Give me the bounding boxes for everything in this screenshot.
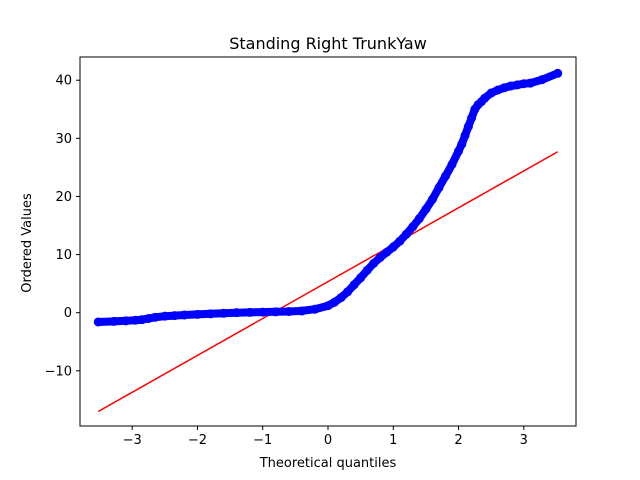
y-tick-label: 20 <box>55 190 72 205</box>
data-point <box>336 293 346 303</box>
data-point <box>480 93 490 103</box>
data-point <box>121 316 131 326</box>
x-tick-label: 1 <box>389 433 397 448</box>
data-point <box>408 222 418 232</box>
fit-line-layer <box>97 151 559 413</box>
data-point <box>284 307 294 317</box>
x-tick-label: −3 <box>123 433 142 448</box>
data-point <box>382 247 392 257</box>
data-point <box>356 273 366 283</box>
data-point <box>160 311 170 321</box>
data-point <box>454 146 464 156</box>
y-tick-label: 0 <box>64 306 72 321</box>
data-point <box>130 315 140 325</box>
data-point <box>232 308 242 318</box>
data-point <box>460 130 470 140</box>
data-point <box>525 78 535 88</box>
data-point <box>440 171 450 181</box>
data-point <box>297 306 307 316</box>
x-tick-label: 3 <box>520 433 528 448</box>
data-point <box>206 309 216 319</box>
y-tick-label: −10 <box>45 364 72 379</box>
y-tick-label: 10 <box>55 248 72 263</box>
x-axis: −3 −2 −1 0 1 2 3 <box>123 426 528 448</box>
data-point <box>192 309 202 319</box>
data-point <box>537 75 547 85</box>
data-point <box>179 310 189 320</box>
data-point <box>427 194 437 204</box>
data-point <box>362 265 372 275</box>
data-point <box>414 214 424 224</box>
y-axis: −10 0 10 20 30 40 <box>45 74 80 379</box>
data-point <box>258 307 268 317</box>
x-tick-label: 2 <box>454 433 462 448</box>
data-point <box>388 242 398 252</box>
data-point <box>467 113 477 123</box>
data-point <box>150 312 160 322</box>
fit-line <box>97 151 559 413</box>
data-point <box>369 258 379 268</box>
data-point <box>447 160 457 170</box>
x-tick-label: −2 <box>188 433 207 448</box>
y-tick-label: 40 <box>55 74 72 89</box>
data-point <box>457 139 467 149</box>
data-point <box>421 204 431 214</box>
plot-area <box>79 56 577 427</box>
data-point <box>219 308 229 318</box>
data-point <box>109 316 119 326</box>
x-tick-label: −1 <box>253 433 272 448</box>
chart-title: Standing Right TrunkYaw <box>229 34 427 53</box>
data-point <box>330 297 340 307</box>
y-axis-label: Ordered Values <box>20 193 35 293</box>
data-point <box>463 122 473 132</box>
data-point <box>271 307 281 317</box>
data-point <box>553 68 563 78</box>
data-point <box>395 236 405 246</box>
data-point <box>349 280 359 290</box>
points-layer <box>93 68 563 327</box>
x-axis-label: Theoretical quantiles <box>259 456 397 471</box>
data-point <box>93 317 103 327</box>
data-point <box>245 307 255 317</box>
data-point <box>375 252 385 262</box>
y-tick-label: 30 <box>55 132 72 147</box>
data-point <box>170 311 180 321</box>
data-point <box>343 287 353 297</box>
data-point <box>519 79 529 89</box>
data-point <box>401 229 411 239</box>
data-point <box>434 183 444 193</box>
x-tick-label: 0 <box>324 433 332 448</box>
data-point <box>310 304 320 314</box>
